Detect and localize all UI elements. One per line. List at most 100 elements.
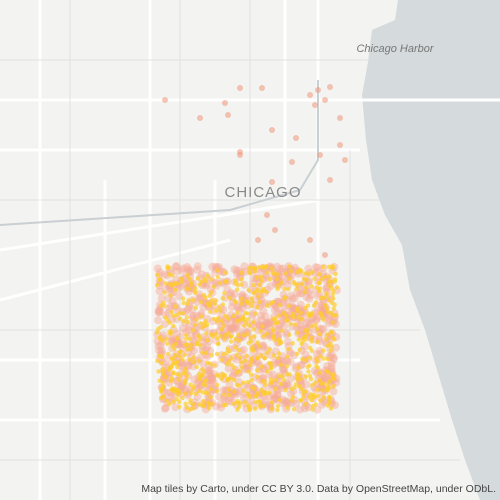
point bbox=[293, 135, 299, 141]
point bbox=[200, 366, 205, 372]
point bbox=[184, 332, 189, 338]
point bbox=[193, 297, 202, 306]
point bbox=[243, 311, 248, 316]
point bbox=[198, 335, 203, 340]
point bbox=[162, 290, 167, 295]
point bbox=[258, 404, 263, 409]
point bbox=[246, 301, 251, 306]
point bbox=[273, 377, 278, 383]
point bbox=[257, 315, 266, 324]
point bbox=[232, 321, 241, 330]
attribution: Map tiles by Carto, under CC BY 3.0. Dat… bbox=[141, 483, 496, 495]
point bbox=[305, 303, 311, 308]
point bbox=[267, 277, 273, 282]
point bbox=[271, 335, 276, 340]
point bbox=[185, 322, 194, 331]
point bbox=[272, 227, 278, 233]
point bbox=[271, 394, 279, 403]
point bbox=[290, 398, 295, 403]
point bbox=[236, 404, 242, 409]
point bbox=[315, 87, 321, 93]
point bbox=[160, 380, 165, 385]
point bbox=[235, 387, 243, 396]
point bbox=[303, 374, 308, 379]
point bbox=[264, 331, 269, 337]
point bbox=[256, 294, 261, 299]
point bbox=[259, 274, 264, 280]
point bbox=[199, 314, 204, 319]
point bbox=[190, 375, 199, 384]
point bbox=[234, 287, 240, 292]
point bbox=[256, 343, 262, 349]
point bbox=[263, 382, 268, 388]
point bbox=[286, 276, 292, 281]
point bbox=[175, 336, 180, 341]
point bbox=[300, 281, 305, 287]
point bbox=[208, 262, 217, 271]
point bbox=[278, 316, 286, 325]
point bbox=[184, 315, 189, 320]
point bbox=[222, 100, 228, 106]
point bbox=[200, 390, 205, 395]
point bbox=[160, 366, 165, 372]
point bbox=[253, 399, 259, 405]
point bbox=[156, 369, 161, 374]
point bbox=[282, 296, 287, 301]
point bbox=[185, 301, 190, 306]
point bbox=[208, 395, 213, 400]
point bbox=[235, 310, 240, 315]
point bbox=[194, 341, 199, 347]
point bbox=[299, 317, 304, 322]
point bbox=[196, 358, 201, 364]
point bbox=[205, 391, 210, 396]
point bbox=[260, 324, 265, 329]
point bbox=[172, 262, 181, 271]
point bbox=[278, 264, 287, 273]
point bbox=[248, 271, 253, 276]
point bbox=[225, 378, 230, 383]
point bbox=[203, 318, 208, 324]
point bbox=[259, 387, 264, 393]
point bbox=[219, 318, 225, 323]
point bbox=[168, 335, 177, 344]
point bbox=[270, 305, 279, 314]
point bbox=[245, 380, 250, 385]
point bbox=[262, 355, 267, 360]
point bbox=[207, 293, 212, 298]
point bbox=[306, 369, 311, 374]
point bbox=[310, 407, 315, 412]
point bbox=[329, 355, 338, 364]
point bbox=[313, 322, 318, 328]
point bbox=[248, 339, 254, 344]
point bbox=[206, 374, 215, 382]
point bbox=[211, 284, 217, 289]
point bbox=[306, 271, 311, 277]
point bbox=[317, 301, 326, 310]
point bbox=[204, 380, 213, 389]
point bbox=[244, 383, 253, 392]
point bbox=[178, 390, 183, 396]
point bbox=[163, 281, 168, 286]
point bbox=[249, 378, 254, 383]
point bbox=[233, 345, 238, 350]
point bbox=[228, 376, 233, 381]
point bbox=[177, 399, 182, 405]
point bbox=[226, 324, 235, 332]
point bbox=[325, 356, 330, 362]
point bbox=[161, 372, 166, 377]
point bbox=[208, 374, 217, 383]
point bbox=[213, 298, 218, 303]
point bbox=[267, 347, 272, 352]
point bbox=[246, 392, 251, 398]
point bbox=[292, 280, 297, 285]
point bbox=[312, 315, 321, 324]
point bbox=[239, 365, 245, 370]
point bbox=[241, 380, 246, 385]
point bbox=[192, 322, 198, 328]
point bbox=[191, 384, 197, 389]
point bbox=[241, 388, 246, 393]
point bbox=[276, 264, 285, 273]
point bbox=[205, 337, 210, 343]
point bbox=[183, 366, 188, 372]
point bbox=[295, 289, 304, 298]
